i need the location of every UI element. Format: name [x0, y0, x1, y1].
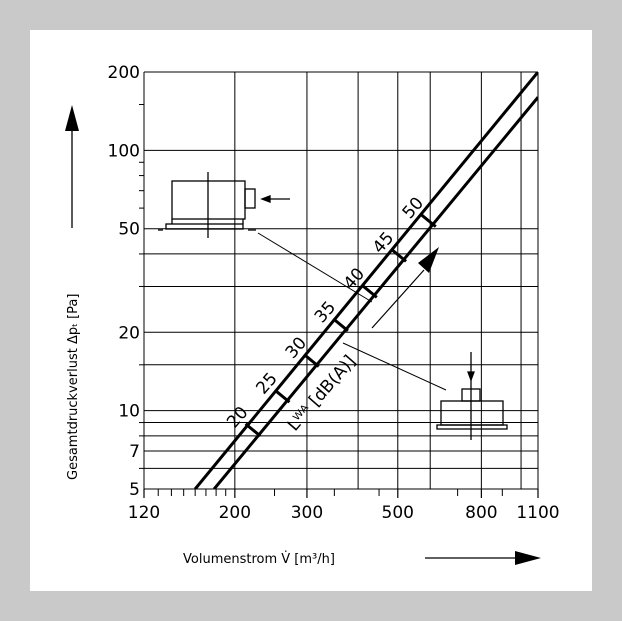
y-tick-label: 7 — [129, 442, 140, 462]
y-tick-label: 50 — [118, 220, 140, 240]
y-tick-label: 200 — [108, 63, 140, 83]
chart-panel — [30, 30, 592, 591]
x-tick-label: 300 — [291, 503, 323, 523]
x-tick-label: 1100 — [516, 503, 559, 523]
leader-line-icon1 — [257, 232, 373, 303]
x-tick-label: 120 — [128, 503, 160, 523]
fan-inlet-side-icon — [158, 172, 290, 238]
x-tick-label: 200 — [219, 503, 251, 523]
noise-mark-tick — [303, 353, 320, 368]
y-axis-label-group: Gesamtdruckverlust Δpₜ [Pa] — [65, 105, 81, 480]
grid — [139, 71, 539, 498]
series-line-1 — [194, 72, 538, 489]
y-tick-label: 20 — [118, 323, 140, 343]
y-axis-label: Gesamtdruckverlust Δpₜ [Pa] — [66, 294, 81, 480]
x-tick-label: 800 — [465, 503, 497, 523]
series-line-2 — [212, 96, 538, 489]
noise-mark-tick — [361, 284, 378, 299]
y-tick-label: 10 — [118, 402, 140, 422]
noise-mark-tick — [244, 422, 262, 438]
flow-direction-arrow-icon — [371, 247, 439, 329]
y-tick-label: 5 — [129, 480, 140, 500]
x-tick-label: 500 — [382, 503, 414, 523]
tick-labels: 5 7 10 20 50 100 200 120 200 300 500 800 1100 — [108, 63, 560, 523]
y-tick-label: 100 — [108, 141, 140, 161]
noise-mark-tick — [332, 317, 349, 332]
noise-mark-tick — [420, 213, 437, 228]
leader-line-icon2 — [342, 342, 447, 391]
noise-mark-tick — [273, 388, 291, 404]
noise-mark-tick — [390, 248, 407, 263]
x-axis-label-group: Volumenstrom V̇ [m³/h] — [183, 551, 541, 567]
x-axis-label: Volumenstrom V̇ [m³/h] — [183, 552, 335, 567]
fan-inlet-top-icon — [436, 352, 508, 440]
series-group — [194, 72, 538, 489]
